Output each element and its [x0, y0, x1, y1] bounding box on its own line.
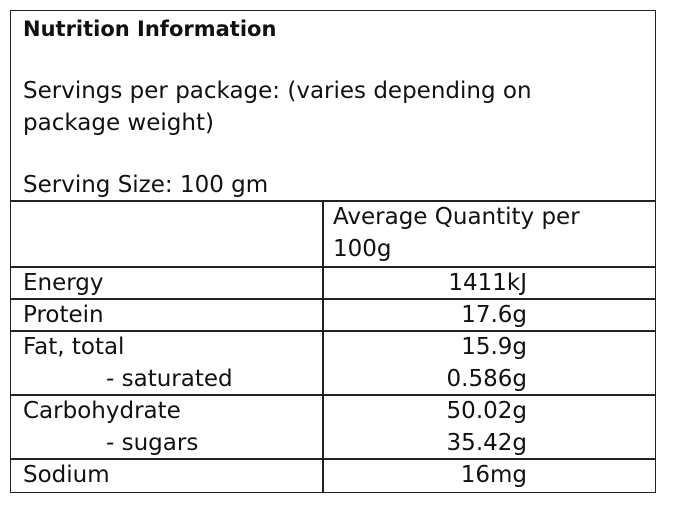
nutrition-panel: Nutrition Information Servings per packa… — [10, 10, 656, 493]
nutrient-value: 16mg — [460, 462, 527, 488]
nutrient-value: 50.02g — [446, 398, 527, 424]
divider — [11, 298, 655, 300]
nutrient-label: Fat, total — [23, 334, 125, 360]
nutrient-label: - saturated — [106, 366, 233, 392]
divider — [11, 330, 655, 332]
title: Nutrition Information — [23, 17, 277, 41]
nutrient-value: 17.6g — [461, 302, 527, 328]
nutrient-label: Carbohydrate — [23, 398, 181, 424]
nutrient-label: - sugars — [106, 430, 199, 456]
divider — [11, 266, 655, 268]
divider — [11, 200, 655, 202]
nutrient-label: Energy — [23, 270, 104, 296]
nutrient-label: Protein — [23, 302, 104, 328]
column-header: Average Quantity per 100g — [333, 204, 580, 262]
nutrient-label: Sodium — [23, 462, 110, 488]
nutrient-value: 15.9g — [461, 334, 527, 360]
nutrient-value: 0.586g — [446, 366, 527, 392]
divider — [11, 394, 655, 396]
nutrient-value: 1411kJ — [448, 270, 527, 296]
serving-size: Serving Size: 100 gm — [23, 172, 269, 198]
nutrient-value: 35.42g — [446, 430, 527, 456]
column-divider — [322, 200, 324, 492]
servings: Servings per package: (varies depending … — [23, 78, 532, 136]
divider — [11, 458, 655, 460]
